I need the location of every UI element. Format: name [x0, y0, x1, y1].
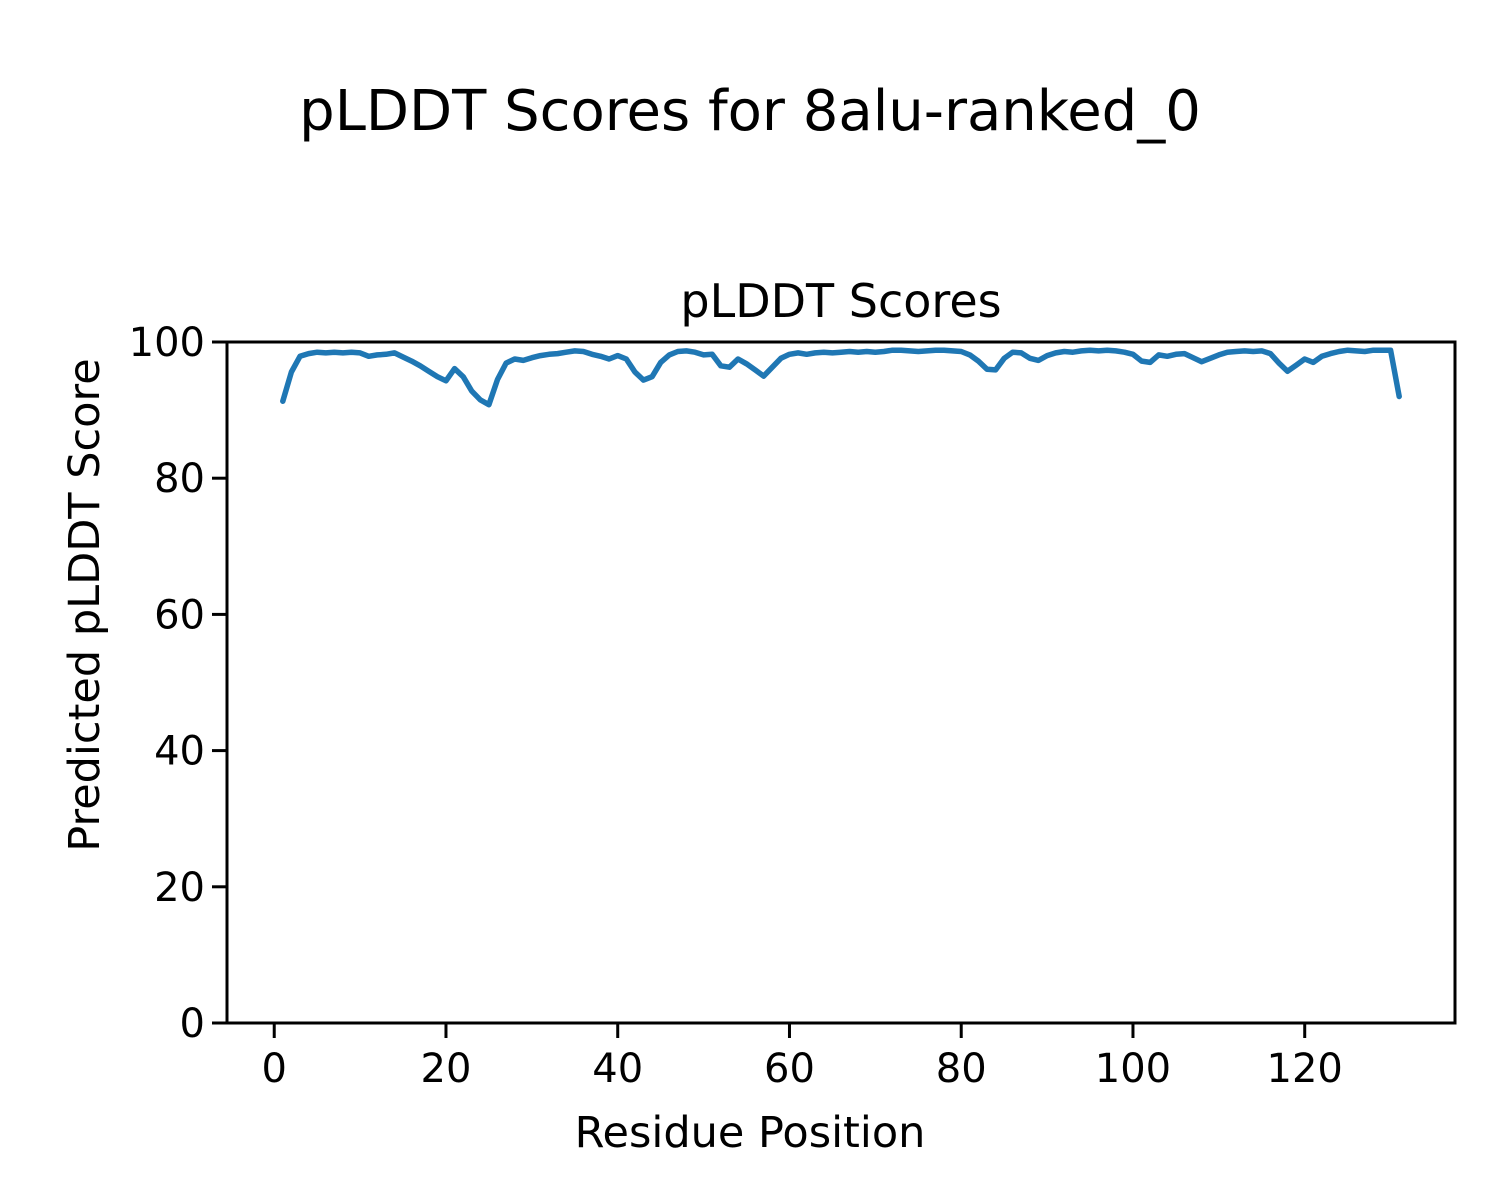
x-tick-label: 40 [592, 1046, 643, 1092]
x-tick-label: 120 [1267, 1046, 1343, 1092]
x-tick-label: 80 [936, 1046, 987, 1092]
y-tick-label: 60 [154, 592, 205, 638]
axes-title: pLDDT Scores [680, 274, 1002, 328]
y-tick-label: 40 [154, 729, 205, 775]
x-axis-label: Residue Position [574, 1108, 926, 1158]
x-tick-label: 20 [421, 1046, 472, 1092]
y-tick-label: 80 [154, 456, 205, 502]
x-tick-label: 0 [262, 1046, 287, 1092]
x-tick-label: 100 [1095, 1046, 1171, 1092]
y-tick-label: 100 [129, 320, 205, 366]
y-tick-label: 0 [180, 1001, 205, 1047]
axes-spines [225, 340, 1457, 1025]
figure-title: pLDDT Scores for 8alu-ranked_0 [299, 79, 1201, 144]
y-axis-label: Predicted pLDDT Score [60, 358, 110, 852]
x-tick-label: 60 [764, 1046, 815, 1092]
plddt-line [280, 347, 1402, 408]
y-tick-label: 20 [154, 865, 205, 911]
